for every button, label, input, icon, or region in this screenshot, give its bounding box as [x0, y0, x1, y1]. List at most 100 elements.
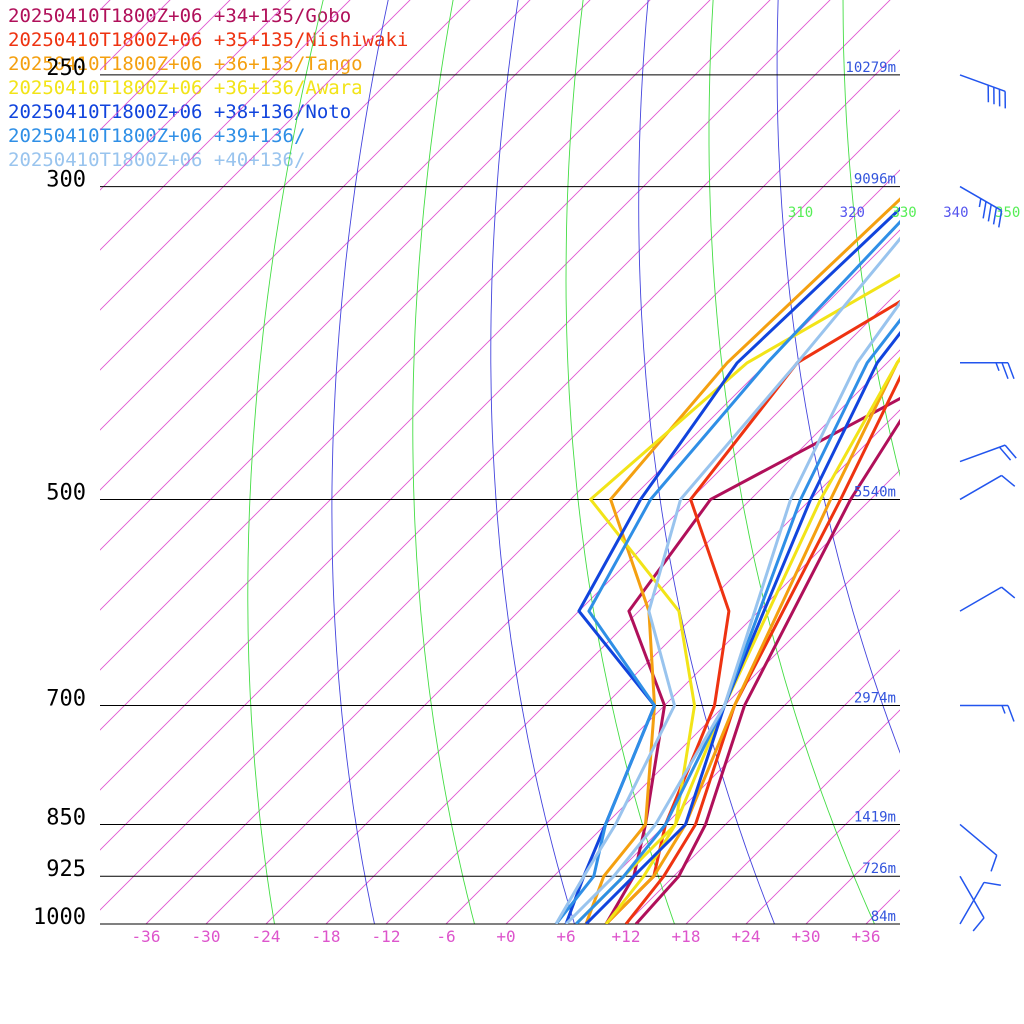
- temperature-profile: [584, 330, 900, 924]
- dry-adiabat-line: [490, 0, 575, 924]
- height-label: 5540m: [854, 484, 896, 500]
- isotherm-line: [505, 529, 900, 924]
- isotherm-line: [100, 0, 411, 311]
- pressure-label: 250: [46, 56, 86, 81]
- isotherm-line: [145, 169, 900, 924]
- wind-barb: [960, 704, 1015, 722]
- legend-entry: 20250410T1800Z+06 +40+136/: [8, 149, 306, 171]
- pressure-label: 925: [46, 857, 86, 882]
- temperature-profile: [604, 356, 900, 924]
- wind-barb: [959, 823, 998, 872]
- isotherm-line: [100, 49, 900, 851]
- isotherm-line: [100, 0, 771, 671]
- temp-tick-label: -12: [372, 927, 401, 946]
- barb-staff: [959, 823, 998, 856]
- isotherm-line: [100, 0, 111, 11]
- pressure-label: 700: [46, 687, 86, 712]
- barb-staff: [959, 875, 985, 919]
- barb-feather: [987, 204, 992, 222]
- pressure-label: 850: [46, 805, 86, 830]
- barb-staff: [959, 474, 1002, 501]
- isotherm-line: [100, 0, 291, 191]
- isotherm-line: [805, 829, 900, 924]
- barb-staff: [959, 586, 1002, 612]
- temp-tick-label: +12: [612, 927, 641, 946]
- theta-label: 330: [891, 205, 916, 221]
- wind-barb: [959, 881, 1001, 925]
- isotherm-line: [565, 589, 900, 924]
- isotherm-line: [100, 0, 831, 731]
- legend-entry: 20250410T1800Z+06 +34+135/Gobo: [8, 5, 352, 27]
- dry-adiabat-line: [842, 0, 900, 478]
- isotherm-line: [100, 0, 531, 431]
- temp-tick-label: +24: [732, 927, 761, 946]
- theta-label: 340: [943, 205, 968, 221]
- isotherm-line: [445, 469, 900, 924]
- isotherm-line: [100, 0, 171, 71]
- legend-entry: 20250410T1800Z+06 +36+135/Tango: [8, 53, 363, 75]
- temp-tick-label: -30: [192, 927, 221, 946]
- barb-staff: [959, 74, 1006, 93]
- temperature-profile: [574, 317, 900, 924]
- dry-adiabat-line: [638, 0, 775, 924]
- isotherm-line: [325, 349, 900, 924]
- temperature-profile: [564, 300, 900, 924]
- height-label: 9096m: [854, 172, 896, 188]
- barb-feather: [1001, 586, 1016, 599]
- isotherm-line: [100, 109, 900, 911]
- pressure-label: 300: [46, 168, 86, 193]
- barb-staff: [959, 444, 1006, 463]
- isotherm-line: [100, 0, 711, 611]
- dry-adiabat-line: [969, 0, 1024, 924]
- pressure-label: 500: [46, 480, 86, 505]
- barb-feather: [982, 201, 987, 219]
- temp-tick-label: +6: [556, 927, 575, 946]
- barb-feather: [972, 917, 985, 932]
- height-label: 84m: [871, 909, 896, 925]
- dry-adiabat-line: [907, 0, 1024, 924]
- isotherm-line: [100, 0, 231, 131]
- barb-feather: [983, 881, 1001, 886]
- isotherm-line: [865, 889, 900, 924]
- isotherm-line: [100, 0, 471, 371]
- wind-barb: [959, 444, 1017, 463]
- height-label: 1419m: [854, 809, 896, 825]
- pressure-label: 1000: [33, 905, 86, 930]
- wind-barb: [959, 586, 1016, 612]
- isotherm-line: [986, 0, 1024, 924]
- wind-barb: [960, 362, 1015, 380]
- isotherm-grid: [100, 0, 1024, 924]
- legend-entry: 20250410T1800Z+06 +39+136/: [8, 125, 306, 147]
- isotherm-line: [385, 409, 900, 924]
- temp-tick-label: -36: [132, 927, 161, 946]
- pressure-lines: [100, 74, 900, 925]
- barb-staff: [959, 882, 985, 925]
- wind-barb: [959, 875, 985, 932]
- dry-adiabat-line: [331, 0, 389, 924]
- temp-tick-label: +30: [792, 927, 821, 946]
- isotherm-line: [265, 289, 900, 924]
- theta-label: 310: [788, 205, 813, 221]
- isotherm-line: [100, 0, 891, 791]
- barb-feather: [998, 210, 1003, 228]
- dry-adiabat-line: [247, 0, 324, 924]
- theta-label: 350: [995, 205, 1020, 221]
- barb-half-feather: [995, 362, 1000, 372]
- theta-label: 320: [840, 205, 865, 221]
- wind-barb: [959, 474, 1016, 501]
- dewpoint-profile: [574, 273, 900, 924]
- temp-tick-label: +0: [496, 927, 515, 946]
- barb-feather: [1001, 362, 1009, 380]
- height-label: 726m: [862, 861, 896, 877]
- barb-feather: [1007, 705, 1015, 722]
- barb-feather: [1007, 362, 1015, 380]
- isotherm-line: [100, 0, 651, 551]
- isotherm-line: [100, 0, 591, 491]
- dry-adiabat-line: [708, 0, 875, 924]
- legend: 20250410T1800Z+06 +34+135/Gobo 20250410T1…: [8, 4, 408, 172]
- temp-tick-label: -24: [252, 927, 281, 946]
- dry-adiabat-line: [565, 0, 675, 924]
- dry-adiabat-line: [412, 0, 475, 924]
- barb-half-feather: [1001, 705, 1006, 714]
